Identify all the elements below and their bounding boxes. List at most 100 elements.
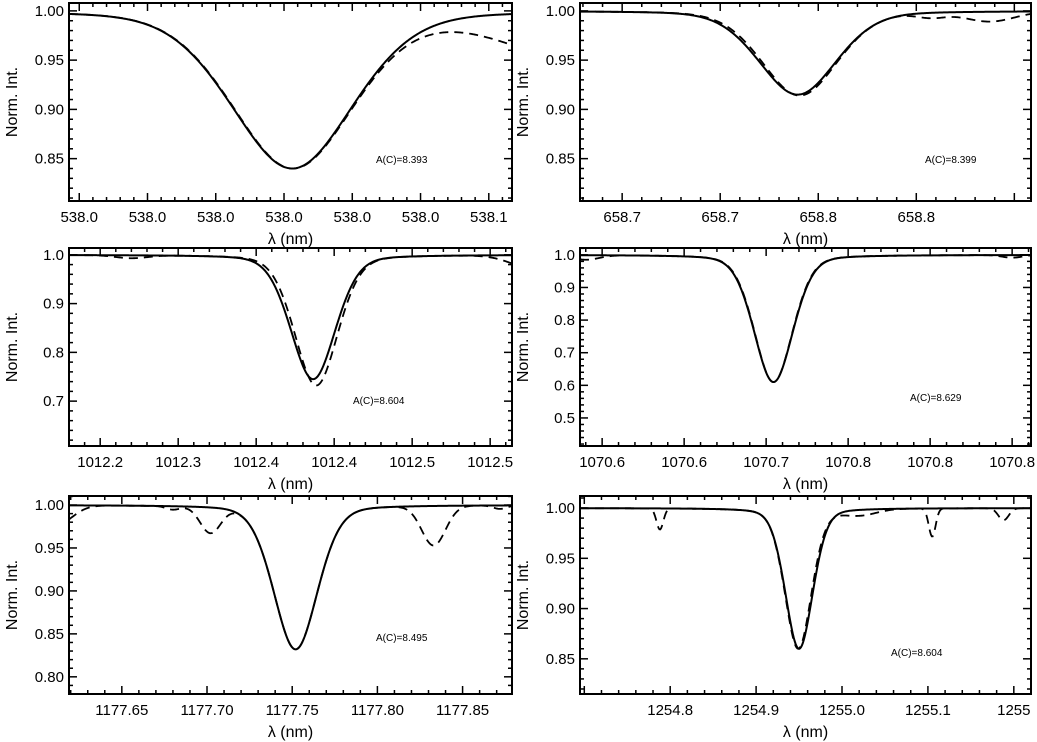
series-line-observed (580, 507, 1031, 650)
y-tick-label: 0.9 (554, 279, 575, 296)
x-tick-label: 658.7 (603, 209, 641, 226)
abundance-annotation: A(C)=8.495 (376, 633, 428, 644)
x-tick-label: 538.0 (334, 209, 372, 226)
y-tick-label: 0.85 (35, 151, 64, 168)
x-tick-label: 1177.80 (351, 702, 404, 719)
y-tick-label: 1.00 (546, 3, 575, 20)
y-tick-label: 0.95 (546, 550, 575, 567)
x-axis-label: λ (nm) (268, 476, 313, 493)
y-tick-label: 0.8 (43, 344, 64, 361)
plot-frame (579, 2, 1032, 202)
panel-4: 1070.6 1070.6 1070.7 1070.8 1070.8 1070.8 0.5 0… (515, 247, 1035, 493)
y-tick-label: 1.00 (35, 497, 64, 514)
panel-2: 658.7 658.7 658.8 658.8 0.85 0.90 0.95 1.00 λ (n… (515, 2, 1032, 248)
x-tick-label: 1255.0 (819, 702, 865, 719)
y-tick-label: 1.00 (35, 3, 64, 20)
abundance-annotation: A(C)=8.604 (891, 648, 943, 659)
plot-frame (68, 2, 513, 202)
y-tick-label: 0.5 (554, 410, 575, 427)
panel-6: 1254.8 1254.9 1255.0 1255.1 1255 0.85 0.90 0.95… (515, 495, 1032, 741)
y-axis-label: Norm. Int. (515, 67, 532, 137)
y-tick-label: 1.0 (554, 247, 575, 264)
y-axis-label: Norm. Int. (515, 312, 532, 382)
y-axis-label: Norm. Int. (4, 312, 21, 382)
x-axis-label: λ (nm) (783, 476, 828, 493)
y-tick-label: 0.95 (35, 540, 64, 557)
y-tick-label: 0.95 (546, 52, 575, 69)
series-line-synthetic (69, 504, 512, 651)
x-tick-label: 538.0 (265, 209, 303, 226)
x-tick-label: 1254.8 (647, 702, 693, 719)
x-tick-label: 1070.7 (743, 454, 789, 471)
x-tick-label: 1070.6 (579, 454, 625, 471)
plot-frame (579, 495, 1032, 695)
x-tick-label: 1177.75 (266, 702, 319, 719)
series-line-synthetic (580, 507, 1031, 650)
plot-frame (579, 247, 1032, 447)
x-tick-label: 1255 (997, 702, 1030, 719)
x-tick-label: 1012.4 (311, 454, 357, 471)
plot-frame (68, 495, 513, 695)
y-tick-label: 0.85 (546, 651, 575, 668)
x-tick-label: 1254.9 (733, 702, 779, 719)
x-tick-label: 1070.8 (907, 454, 953, 471)
x-tick-label: 1177.70 (180, 702, 233, 719)
y-tick-label: 0.85 (546, 151, 575, 168)
x-tick-label: 538.0 (197, 209, 235, 226)
y-tick-label: 0.90 (35, 101, 64, 118)
y-tick-label: 0.90 (546, 101, 575, 118)
y-tick-label: 0.6 (554, 377, 575, 394)
y-tick-label: 0.7 (43, 393, 64, 410)
plot-frame (68, 247, 513, 447)
y-axis-label: Norm. Int. (515, 560, 532, 630)
x-tick-label: 658.8 (799, 209, 837, 226)
x-tick-label: 1012.5 (389, 454, 435, 471)
x-tick-label: 1177.65 (95, 702, 148, 719)
y-tick-label: 0.85 (35, 626, 64, 643)
series-line-observed (580, 10, 1031, 97)
abundance-annotation: A(C)=8.629 (910, 393, 962, 404)
x-tick-label: 658.7 (701, 209, 739, 226)
series-line-observed (69, 504, 512, 651)
x-tick-label: 1012.5 (467, 454, 513, 471)
y-tick-label: 1.0 (43, 247, 64, 264)
series-line-observed (69, 13, 512, 170)
x-tick-label: 1070.6 (661, 454, 707, 471)
y-tick-label: 1.00 (546, 500, 575, 517)
y-tick-label: 0.9 (43, 296, 64, 313)
y-tick-label: 0.80 (35, 669, 64, 686)
y-axis-label: Norm. Int. (4, 67, 21, 137)
y-tick-label: 0.90 (35, 583, 64, 600)
x-tick-label: 1012.3 (155, 454, 201, 471)
y-tick-label: 0.90 (546, 601, 575, 618)
x-tick-label: 1070.8 (825, 454, 871, 471)
series-line-synthetic (69, 254, 512, 381)
x-axis-label: λ (nm) (783, 231, 828, 248)
x-tick-label: 1070.8 (989, 454, 1035, 471)
x-axis-label: λ (nm) (268, 231, 313, 248)
x-tick-label: 1012.2 (77, 454, 123, 471)
x-tick-label: 538.1 (470, 209, 508, 226)
x-tick-label: 538.0 (60, 209, 98, 226)
x-axis-label: λ (nm) (268, 724, 313, 741)
series-line-observed (69, 254, 512, 387)
x-tick-label: 1177.85 (436, 702, 489, 719)
series-line-observed (580, 254, 1031, 383)
panel-5: 1177.65 1177.70 1177.75 1177.80 1177.85 0.80 0… (4, 495, 513, 741)
x-tick-label: 1012.4 (233, 454, 279, 471)
y-tick-label: 0.8 (554, 312, 575, 329)
series-line-synthetic (580, 254, 1031, 384)
abundance-annotation: A(C)=8.604 (353, 396, 405, 407)
panel-3: 1012.2 1012.3 1012.4 1012.4 1012.5 1012.5 0.7 0… (4, 247, 513, 493)
y-axis-label: Norm. Int. (4, 560, 21, 630)
abundance-annotation: A(C)=8.399 (925, 155, 977, 166)
x-tick-label: 538.0 (402, 209, 440, 226)
x-tick-label: 538.0 (129, 209, 167, 226)
panel-1: 538.0 538.0 538.0 538.0 538.0 538.0 538.1 0.85 0… (4, 2, 513, 248)
x-tick-label: 1255.1 (905, 702, 951, 719)
abundance-annotation: A(C)=8.393 (376, 155, 428, 166)
x-tick-label: 658.8 (898, 209, 936, 226)
series-line-synthetic (69, 12, 512, 170)
x-axis-label: λ (nm) (783, 724, 828, 741)
